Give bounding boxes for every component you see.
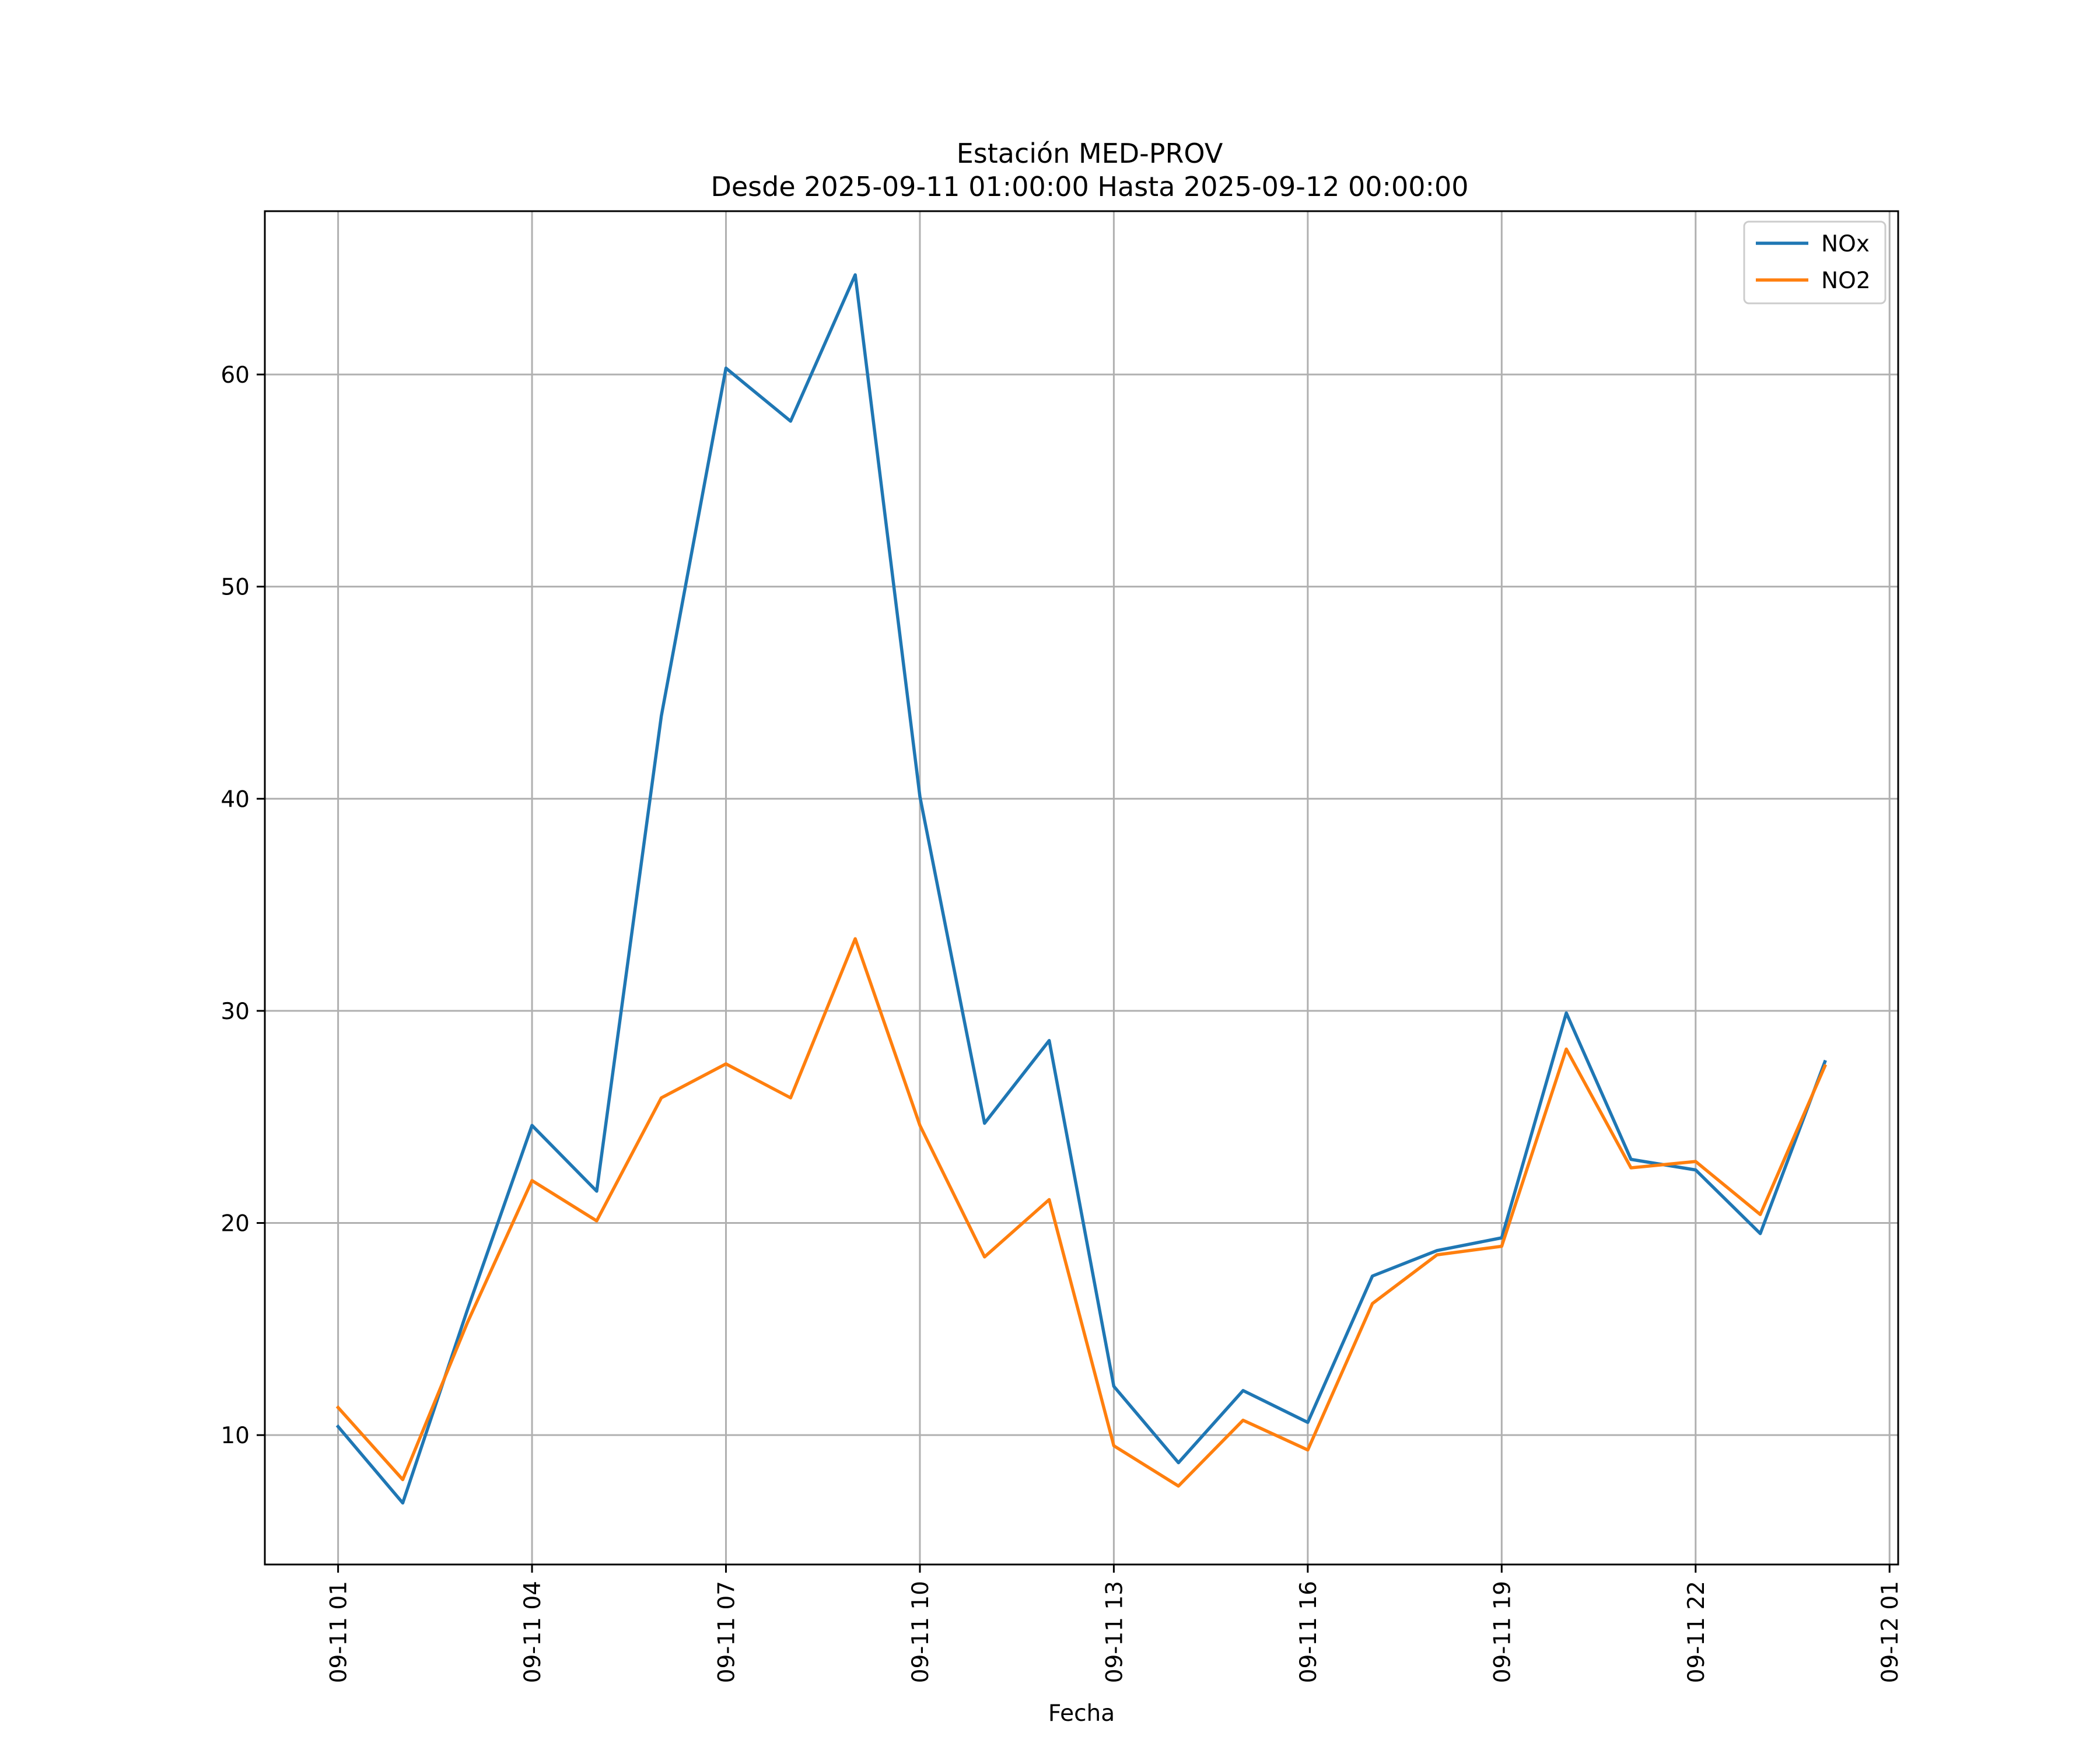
- legend-label-nox: NOx: [1821, 231, 1870, 257]
- y-tick-label-20: 20: [220, 1211, 250, 1237]
- x-tick-label-2: 09-11 07: [713, 1581, 740, 1683]
- x-axis-label: Fecha: [1048, 1700, 1115, 1727]
- x-tick-label-8: 09-12 01: [1877, 1581, 1903, 1683]
- grid: [265, 211, 1898, 1564]
- series-lines: [335, 273, 1828, 1505]
- y-tick-label-40: 40: [220, 786, 250, 813]
- x-tick-label-5: 09-11 16: [1296, 1581, 1322, 1683]
- chart-subtitle: Desde 2025-09-11 01:00:00 Hasta 2025-09-…: [710, 171, 1468, 202]
- x-tick-label-7: 09-11 22: [1684, 1581, 1710, 1683]
- legend-label-no2: NO2: [1821, 268, 1871, 294]
- x-tick-label-1: 09-11 04: [520, 1581, 546, 1683]
- x-tick-label-6: 09-11 19: [1489, 1581, 1516, 1683]
- x-tick-label-3: 09-11 10: [908, 1581, 934, 1683]
- legend: NOx NO2: [1743, 220, 1887, 304]
- axis-ticks: 10 20 30 40 50 60 09-11 01 09-11 04 09-11 07 09-1…: [220, 362, 1903, 1683]
- chart-title: Estación MED-PROV: [957, 138, 1223, 169]
- y-tick-label-30: 30: [220, 999, 250, 1025]
- plot-frame: [264, 210, 1899, 1566]
- series-line-no2: [335, 937, 1828, 1488]
- x-tick-label-0: 09-11 01: [326, 1581, 352, 1683]
- y-tick-label-60: 60: [220, 362, 250, 388]
- y-tick-label-50: 50: [220, 575, 250, 601]
- y-tick-label-10: 10: [220, 1423, 250, 1449]
- series-line-nox: [335, 273, 1827, 1505]
- x-tick-label-4: 09-11 13: [1101, 1581, 1128, 1683]
